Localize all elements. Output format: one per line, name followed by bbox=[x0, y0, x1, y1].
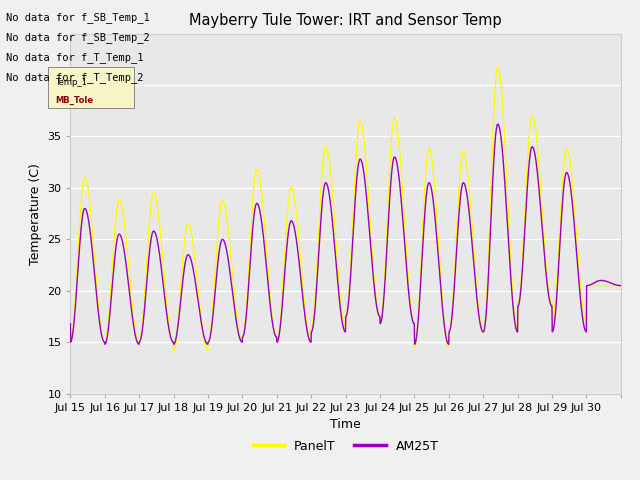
Text: No data for f_T_Temp_2: No data for f_T_Temp_2 bbox=[6, 72, 144, 84]
Title: Mayberry Tule Tower: IRT and Sensor Temp: Mayberry Tule Tower: IRT and Sensor Temp bbox=[189, 13, 502, 28]
Text: MB_Tole: MB_Tole bbox=[55, 96, 93, 105]
Text: Temp_1: Temp_1 bbox=[55, 78, 87, 87]
Legend: PanelT, AM25T: PanelT, AM25T bbox=[248, 434, 444, 457]
Text: No data for f_SB_Temp_2: No data for f_SB_Temp_2 bbox=[6, 32, 150, 43]
Text: No data for f_T_Temp_1: No data for f_T_Temp_1 bbox=[6, 52, 144, 63]
Y-axis label: Temperature (C): Temperature (C) bbox=[29, 163, 42, 264]
X-axis label: Time: Time bbox=[330, 418, 361, 431]
Text: No data for f_SB_Temp_1: No data for f_SB_Temp_1 bbox=[6, 12, 150, 23]
